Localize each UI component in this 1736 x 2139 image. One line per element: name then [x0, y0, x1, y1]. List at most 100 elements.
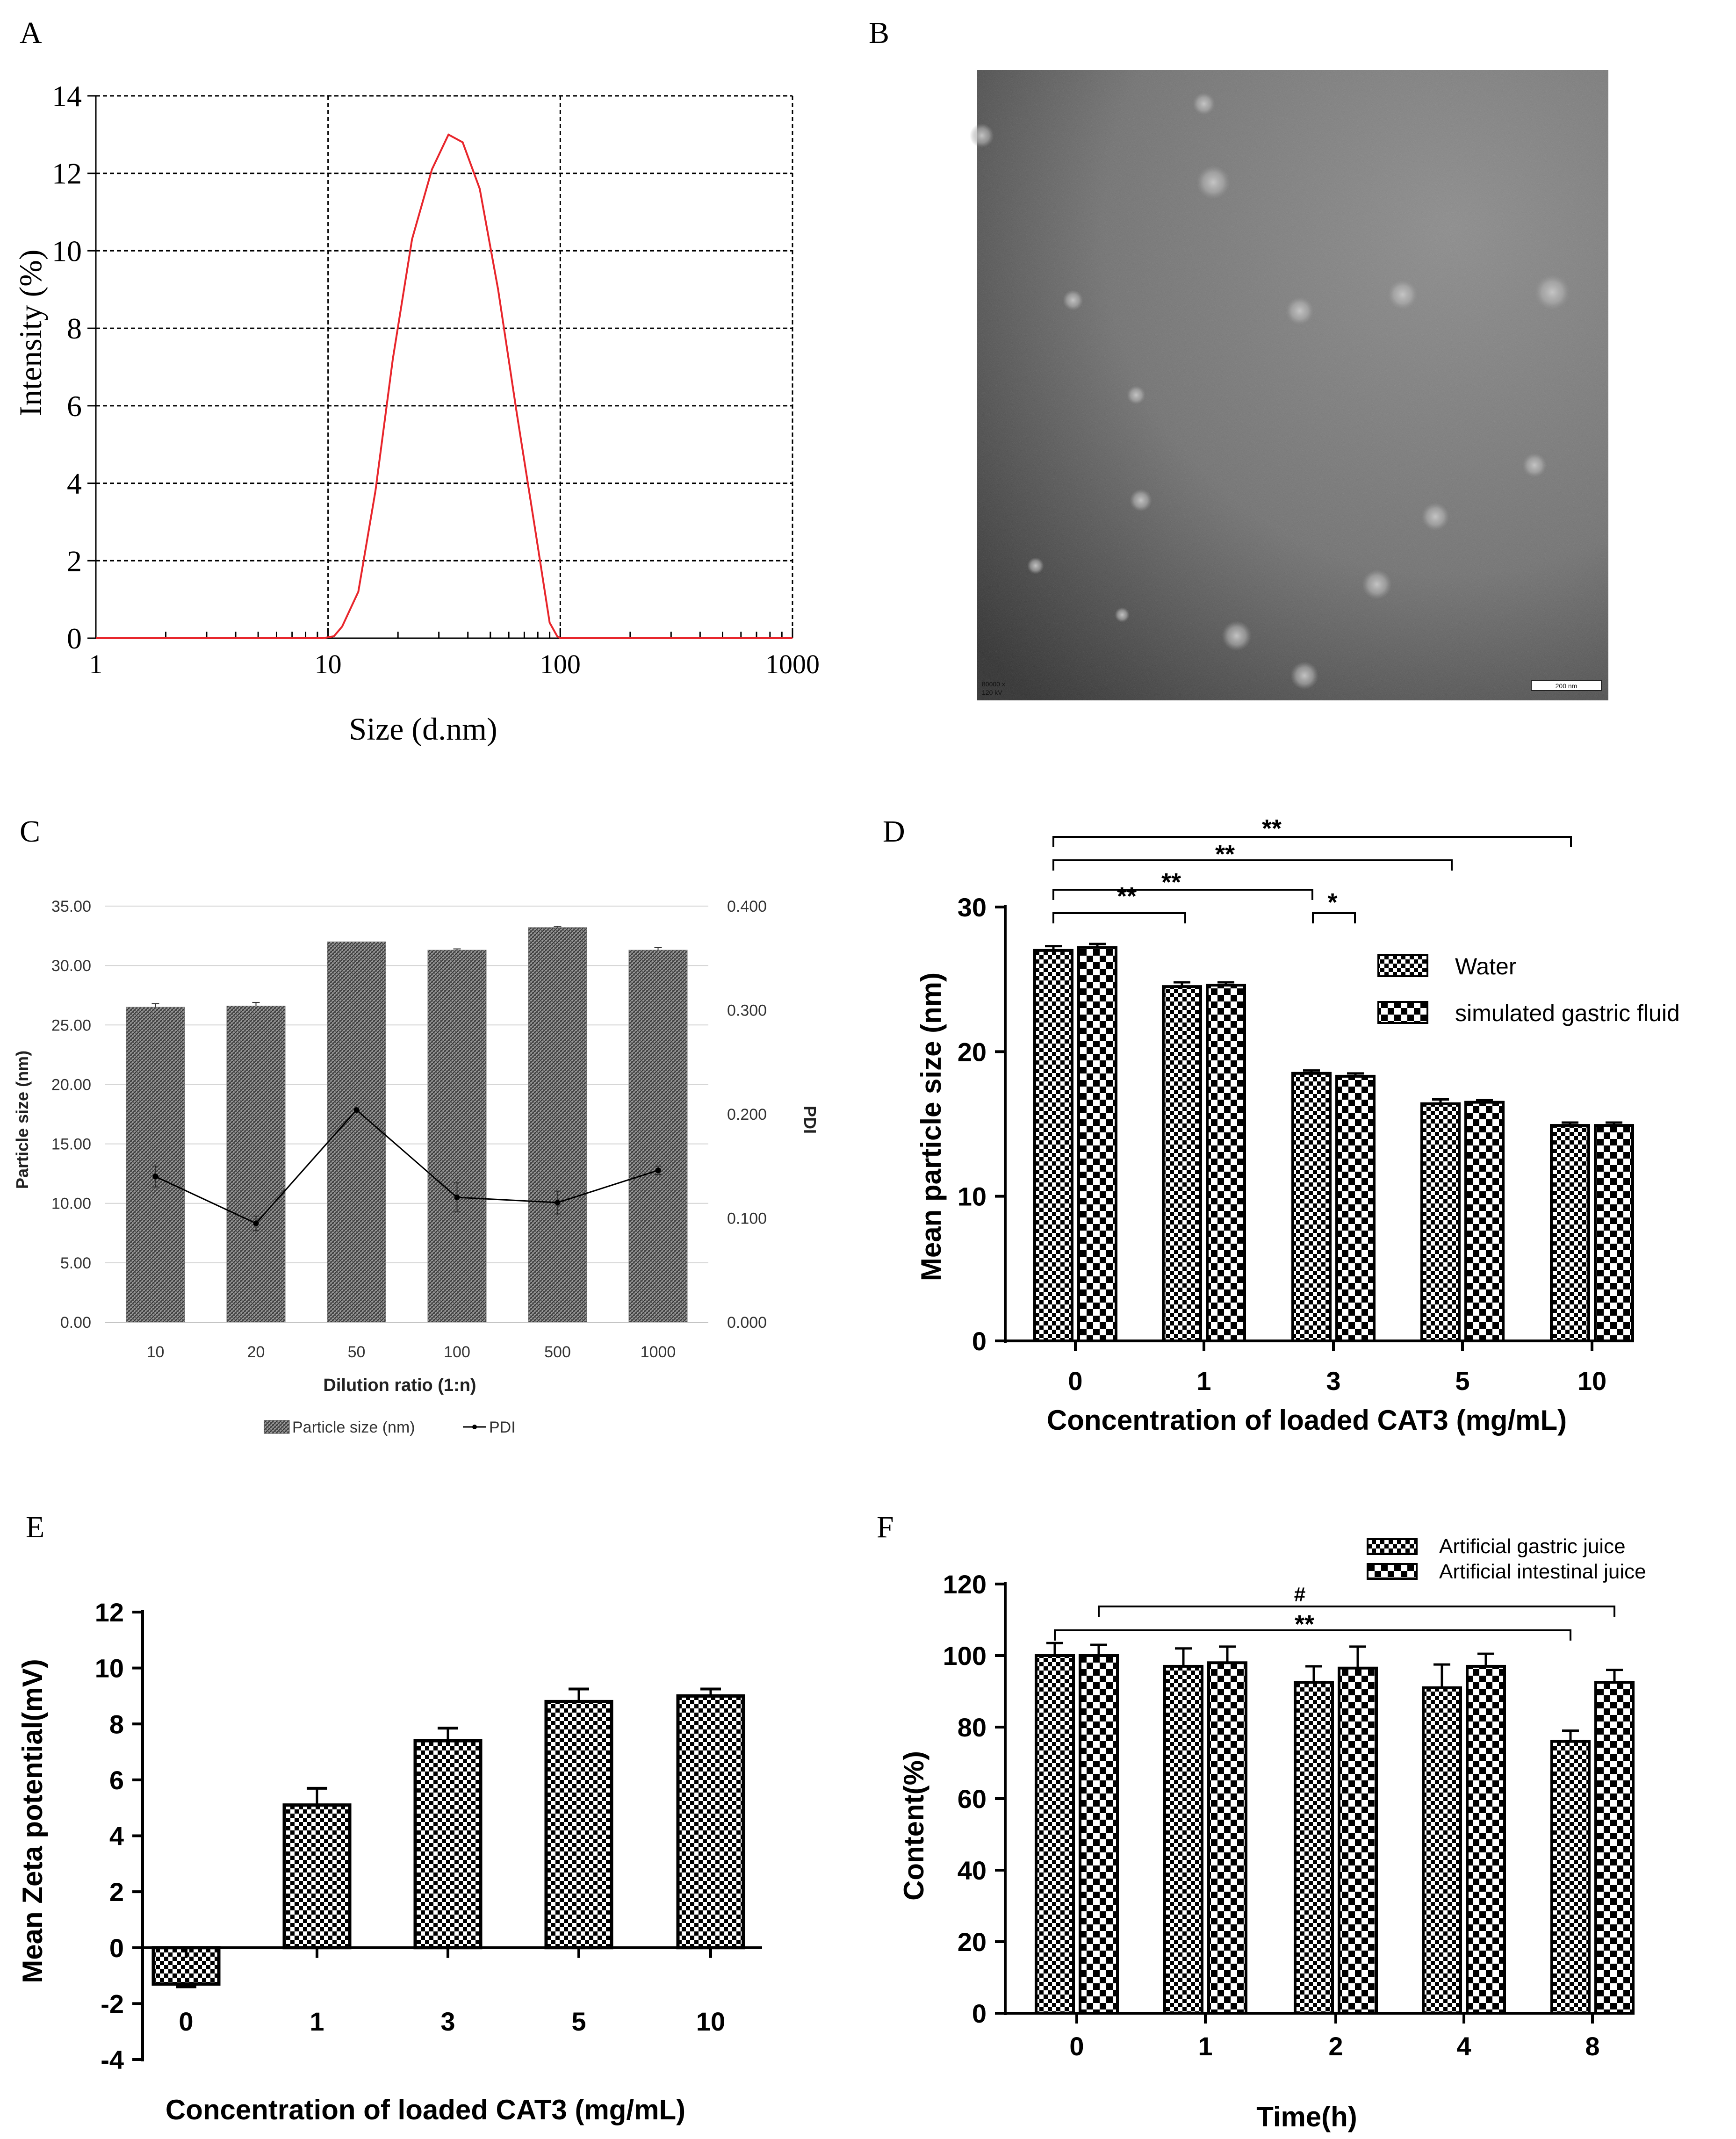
panel-d-x-tick-label: 3	[1326, 1366, 1340, 1396]
panel-c-y-axis-label: Particle size (nm)	[13, 1051, 32, 1189]
panel-c-x-tick-label: 50	[348, 1343, 366, 1361]
legend-marker-pdi	[472, 1425, 477, 1429]
tem-magnification: 80000 x	[982, 680, 1005, 688]
panel-letter-c: C	[20, 814, 40, 849]
panel-e-x-tick-label: 10	[696, 2007, 725, 2036]
panel-d-significance-bracket	[1052, 912, 1186, 923]
panel-d-x-axis-label: Concentration of loaded CAT3 (mg/mL)	[1047, 1404, 1567, 1436]
panel-e-y-tick-label: 6	[109, 1765, 124, 1795]
panel-a-y-tick-label: 8	[67, 312, 82, 345]
tem-nanoparticle	[1388, 280, 1418, 310]
panel-c-y2-tick-label: 0.300	[727, 1002, 767, 1020]
panel-f-y-tick-label: 80	[958, 1713, 987, 1742]
panel-c-x-tick-label: 20	[247, 1343, 265, 1361]
panel-f-significance-label: **	[1295, 1610, 1314, 1638]
panel-f-y-tick-label: 20	[958, 1927, 987, 1957]
panel-c-y2-tick-label: 0.100	[727, 1210, 767, 1228]
panel-a-x-tick-label: 10	[315, 649, 342, 679]
legend-label-sgf: simulated gastric fluid	[1455, 1000, 1680, 1026]
panel-d-y-tick-label: 0	[972, 1326, 987, 1356]
panel-e-x-axis-label: Concentration of loaded CAT3 (mg/mL)	[166, 2094, 685, 2125]
panel-d-significance-bracket	[1052, 889, 1313, 900]
panel-c-y2-tick-label: 0.400	[727, 898, 767, 915]
panel-c-pdi-point	[454, 1195, 460, 1200]
panel-a-x-axis-label: Size (d.nm)	[349, 711, 497, 747]
panel-d-bar-water	[1291, 1072, 1332, 1343]
panel-a-x-tick-label: 1	[89, 649, 103, 679]
legend-swatch-sgf	[1377, 1001, 1428, 1024]
scale-bar-label: 200 nm	[1556, 682, 1578, 690]
legend-swatch-gastric	[1367, 1538, 1418, 1555]
panel-f-bar-gastric	[1550, 1740, 1591, 2015]
panel-c-y-tick-label: 35.00	[51, 898, 91, 915]
panel-f-x-tick-label: 8	[1585, 2031, 1599, 2061]
panel-c-pdi-line	[155, 1109, 658, 1224]
panel-b-tem-image: 80000 x 120 kV 200 nm	[970, 70, 1608, 700]
panel-d-significance-label: **	[1262, 814, 1282, 843]
panel-c-size-bar	[226, 1006, 286, 1323]
panel-d-bar-sgf	[1206, 984, 1246, 1343]
panel-f-y-tick-label: 40	[958, 1856, 987, 1885]
panel-d-bar-sgf	[1464, 1101, 1505, 1343]
panel-e-y-tick-label: 12	[95, 1598, 124, 1627]
panel-f-bar-gastric	[1422, 1686, 1462, 2015]
panel-d-bar-water	[1550, 1124, 1590, 1342]
panel-c-y2-axis-label: PDI	[800, 1106, 820, 1134]
panel-c-x-tick-label: 10	[147, 1343, 165, 1361]
panel-c-y-tick-label: 10.00	[51, 1195, 91, 1213]
panel-d-y-axis-label: Mean particle size (nm)	[915, 972, 947, 1281]
tem-nanoparticle	[1063, 290, 1083, 310]
panel-d-x-tick-label: 10	[1578, 1366, 1606, 1396]
panel-e-bar	[676, 1694, 745, 1950]
panel-f-bar-gastric	[1163, 1664, 1203, 2015]
panel-a-intensity-curve	[96, 133, 792, 639]
panel-f-legend: Artificial gastric juice Artificial inte…	[1367, 1535, 1646, 1583]
legend-label-water: Water	[1455, 953, 1517, 979]
panel-c-y-tick-label: 30.00	[51, 957, 91, 975]
panel-d-significance-bracket	[1052, 859, 1453, 871]
panel-c-pdi-point	[555, 1200, 561, 1206]
panel-d-significance-label: *	[1327, 888, 1337, 916]
panel-f-y-tick-label: 60	[958, 1784, 987, 1814]
tem-nanoparticle	[1130, 489, 1152, 511]
tem-nanoparticle	[970, 123, 994, 148]
tem-nanoparticle	[1115, 607, 1130, 622]
panel-f-bar-gastric	[1035, 1654, 1075, 2015]
panel-f-x-tick-label: 4	[1456, 2031, 1471, 2061]
tem-nanoparticle	[1362, 569, 1392, 599]
panel-e-y-tick-label: 4	[109, 1822, 124, 1851]
panel-c-y-tick-label: 25.00	[51, 1016, 91, 1034]
panel-c-pdi-point	[253, 1220, 259, 1226]
panel-d-bar-sgf	[1335, 1074, 1376, 1342]
panel-f-y-tick-label: 0	[972, 1999, 987, 2028]
tem-voltage: 120 kV	[982, 689, 1002, 696]
panel-d-legend: Water simulated gastric fluid	[1377, 953, 1680, 1026]
tem-nanoparticle	[1027, 557, 1044, 574]
panel-c-y-tick-label: 0.00	[60, 1314, 91, 1332]
panel-c-y2-tick-label: 0.000	[727, 1314, 767, 1332]
panel-a-y-tick-label: 2	[67, 544, 82, 577]
panel-f-x-tick-label: 2	[1328, 2031, 1343, 2061]
panel-d-bar-water	[1162, 985, 1202, 1342]
panel-e-bar	[282, 1803, 352, 1950]
tem-nanoparticle	[1127, 386, 1145, 404]
panel-letter-d: D	[883, 814, 905, 849]
legend-label-intestinal: Artificial intestinal juice	[1439, 1560, 1646, 1583]
panel-c-y-tick-label: 20.00	[51, 1076, 91, 1094]
panel-c-y2-tick-label: 0.200	[727, 1106, 767, 1124]
panel-e-y-tick-label: 0	[109, 1933, 124, 1963]
panel-a-y-tick-label: 0	[67, 622, 82, 655]
panel-c-size-bar	[427, 950, 487, 1323]
panel-f-x-tick-label: 0	[1069, 2031, 1084, 2061]
panel-e-y-axis-label: Mean Zeta potential(mV)	[17, 1659, 48, 1983]
panel-d-x-tick-label: 0	[1068, 1366, 1082, 1396]
panel-letter-a: A	[20, 16, 42, 50]
panel-f-bar-gastric	[1294, 1681, 1334, 2015]
tem-nanoparticle	[1421, 503, 1449, 531]
panel-c-size-bar	[327, 941, 386, 1323]
panel-e-x-tick-label: 0	[179, 2007, 193, 2036]
panel-e-x-tick-label: 3	[440, 2007, 455, 2036]
panel-d-y-tick-label: 20	[958, 1037, 987, 1066]
panel-e-y-tick-label: 2	[109, 1877, 124, 1907]
